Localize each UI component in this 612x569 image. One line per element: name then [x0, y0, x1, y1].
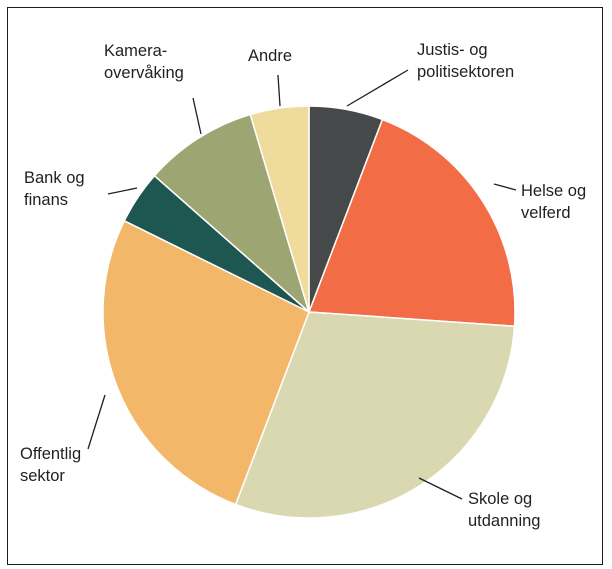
pie-slices — [102, 105, 516, 519]
leader-line-2 — [418, 477, 463, 500]
slice-label-6: Andre — [248, 47, 292, 65]
slice-label-line: Offentlig — [20, 445, 81, 463]
slice-label-line: finans — [24, 191, 68, 209]
slice-label-1: Helse og velferd — [521, 182, 586, 222]
slice-label-4: Bank og finans — [24, 169, 85, 209]
slice-label-line: velferd — [521, 204, 571, 222]
slice-label-2: Skole og utdanning — [468, 490, 541, 530]
leader-line-0 — [346, 69, 409, 107]
leader-line-6 — [277, 74, 281, 107]
leader-line-4 — [107, 187, 138, 195]
pie-slice-5 — [153, 113, 311, 315]
leader-line-3 — [87, 394, 106, 450]
label-leaders — [87, 69, 517, 500]
pie-slice-6 — [249, 105, 310, 313]
slice-label-line: Kamera- — [104, 42, 167, 60]
slice-label-3: Offentlig sektor — [20, 445, 81, 485]
slice-label-5: Kamera-overvåking — [104, 42, 184, 82]
slice-label-0: Justis- og politisektoren — [417, 41, 514, 81]
slice-label-line: overvåking — [104, 64, 184, 82]
slice-label-line: Bank og — [24, 169, 85, 187]
pie-slice-2 — [234, 311, 516, 519]
slice-label-line: Justis- og — [417, 41, 488, 59]
slice-label-line: Andre — [248, 47, 292, 65]
slice-labels: Justis- og politisektoren Helse og velferd S… — [20, 41, 586, 530]
slice-label-line: utdanning — [468, 512, 541, 530]
leader-line-5 — [192, 97, 202, 135]
pie-slice-1 — [307, 118, 516, 328]
leader-line-1 — [493, 183, 517, 191]
slice-label-line: Skole og — [468, 490, 532, 508]
slice-label-line: sektor — [20, 467, 65, 485]
slice-label-line: politisektoren — [417, 63, 514, 81]
pie-slice-3 — [102, 219, 310, 506]
slice-label-line: Helse og — [521, 182, 586, 200]
